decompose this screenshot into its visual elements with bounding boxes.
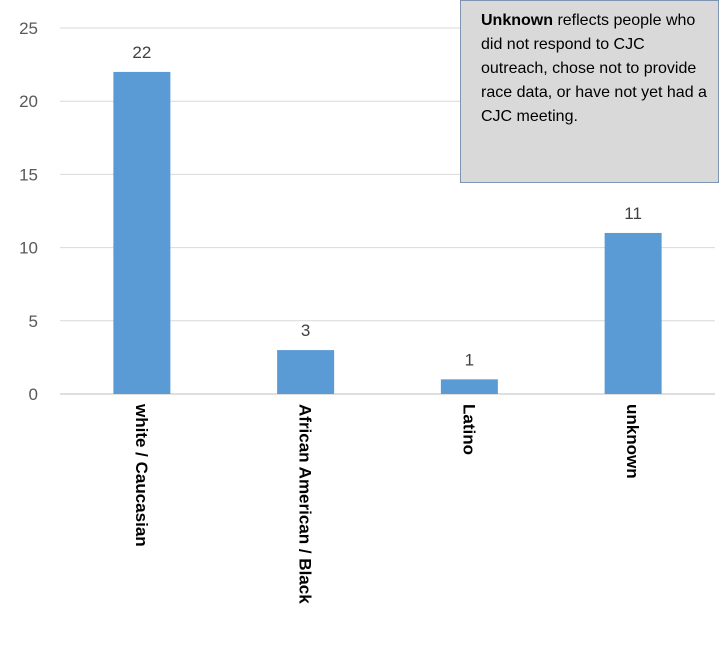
bar	[113, 71, 171, 395]
y-tick-label: 0	[29, 385, 38, 404]
bar	[277, 350, 335, 394]
y-axis-ticks: 0 5 10 15 20 25	[19, 19, 38, 404]
data-label: 1	[465, 350, 474, 369]
category-label: African American / Black	[296, 404, 315, 604]
category-labels: white / Caucasian African American / Blac…	[132, 403, 642, 604]
annotation-bold: Unknown	[481, 12, 553, 29]
annotation-box: Unknown reflects people who did not resp…	[460, 0, 719, 183]
y-tick-label: 25	[19, 19, 38, 38]
data-label: 3	[301, 321, 310, 340]
y-tick-label: 20	[19, 92, 38, 111]
y-tick-label: 15	[19, 165, 38, 184]
bars	[113, 71, 662, 395]
annotation-text: reflects people who did not respond to C…	[481, 12, 707, 125]
bar	[440, 379, 498, 394]
y-tick-label: 10	[19, 239, 38, 258]
category-label: unknown	[623, 404, 642, 479]
data-label: 22	[132, 43, 151, 62]
category-label: Latino	[459, 404, 478, 455]
category-label: white / Caucasian	[132, 403, 151, 547]
data-label: 11	[624, 204, 642, 223]
y-tick-label: 5	[29, 312, 38, 331]
bar	[604, 232, 662, 394]
